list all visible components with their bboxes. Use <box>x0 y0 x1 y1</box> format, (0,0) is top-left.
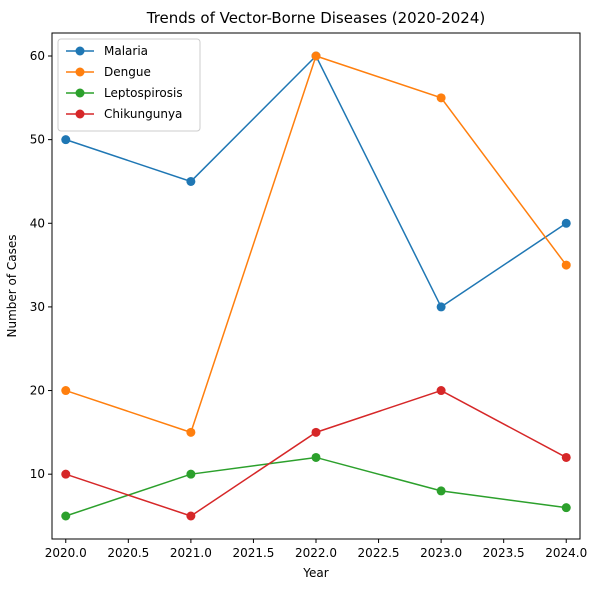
data-point-dengue <box>436 93 446 103</box>
data-point-malaria <box>61 135 71 145</box>
data-point-chikungunya <box>436 386 446 396</box>
x-tick-label: 2021.0 <box>170 546 212 560</box>
data-point-chikungunya <box>311 427 321 437</box>
series-line-leptospirosis <box>65 456 567 517</box>
series-layer <box>61 51 571 521</box>
x-axis-label: Year <box>302 566 328 580</box>
x-tick-label: 2021.5 <box>232 546 274 560</box>
y-tick-label: 10 <box>30 467 45 481</box>
y-tick-label: 60 <box>30 49 45 63</box>
data-point-dengue <box>186 427 196 437</box>
y-tick-label: 30 <box>30 300 45 314</box>
legend-label-leptospirosis: Leptospirosis <box>104 86 183 100</box>
data-point-chikungunya <box>61 469 71 479</box>
x-tick-label: 2020.0 <box>45 546 87 560</box>
y-tick-label: 50 <box>30 133 45 147</box>
data-point-dengue <box>561 260 571 270</box>
legend-label-chikungunya: Chikungunya <box>104 107 182 121</box>
series-leptospirosis <box>61 452 571 521</box>
chart-title: Trends of Vector-Borne Diseases (2020-20… <box>146 9 486 27</box>
x-axis: 2020.0 2020.5 2021.0 2021.5 2022.0 2022.5 2023… <box>45 539 587 560</box>
legend-marker-malaria <box>75 46 85 56</box>
legend-label-malaria: Malaria <box>104 44 148 58</box>
legend: Malaria Dengue Leptospirosis Chikungunya <box>57 38 201 132</box>
series-chikungunya <box>61 386 571 521</box>
y-axis: 10 20 30 40 50 60 <box>30 49 52 481</box>
x-tick-label: 2020.5 <box>107 546 149 560</box>
data-point-chikungunya <box>561 452 571 462</box>
data-point-leptospirosis <box>561 503 571 513</box>
legend-label-dengue: Dengue <box>104 65 151 79</box>
data-point-leptospirosis <box>61 511 71 521</box>
legend-marker-dengue <box>75 67 85 77</box>
x-tick-label: 2023.0 <box>420 546 462 560</box>
data-point-chikungunya <box>186 511 196 521</box>
data-point-leptospirosis <box>436 486 446 496</box>
legend-marker-leptospirosis <box>75 88 85 98</box>
legend-box <box>57 38 201 132</box>
legend-marker-chikungunya <box>75 109 85 119</box>
x-tick-label: 2023.5 <box>483 546 525 560</box>
data-point-dengue <box>311 51 321 61</box>
data-point-malaria <box>186 176 196 186</box>
y-tick-label: 20 <box>30 384 45 398</box>
x-tick-label: 2022.0 <box>295 546 337 560</box>
data-point-leptospirosis <box>311 452 321 462</box>
y-axis-label: Number of Cases <box>5 234 19 337</box>
series-dengue <box>61 51 571 437</box>
x-tick-label: 2022.5 <box>358 546 400 560</box>
x-tick-label: 2024.0 <box>545 546 587 560</box>
data-point-malaria <box>436 302 446 312</box>
data-point-dengue <box>61 386 71 396</box>
data-point-malaria <box>561 218 571 228</box>
y-tick-label: 40 <box>30 216 45 230</box>
data-point-leptospirosis <box>186 469 196 479</box>
